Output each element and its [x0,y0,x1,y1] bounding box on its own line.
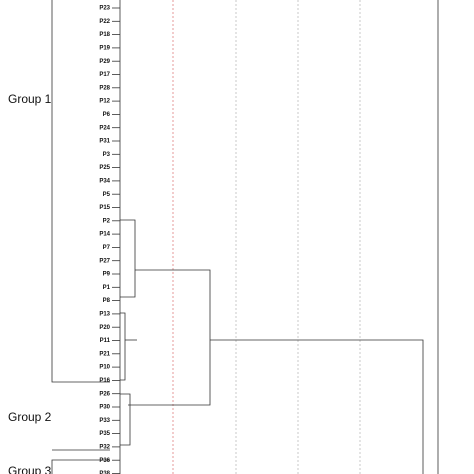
leaf-label: P36 [99,458,110,464]
leaf-label: P25 [99,165,110,171]
group-label: Group 1 [8,92,52,106]
group-label: Group 2 [8,410,52,424]
leaf-label: P31 [99,139,110,145]
leaf-label: P19 [99,45,110,51]
leaf-label: P26 [99,391,110,397]
leaf-label: P22 [99,19,110,25]
leaf-label: P27 [99,258,110,264]
leaf-label: P3 [103,152,111,158]
leaf-label: P14 [99,232,110,238]
cluster [120,312,126,381]
leaf-label: P21 [99,351,110,357]
leaf-label: P5 [103,192,111,198]
leaf-label: P29 [99,59,110,65]
leaf-label: P28 [99,85,110,91]
leaf-label: P17 [99,72,110,78]
leaf-label: P38 [99,471,110,474]
leaf-label: P23 [99,6,110,12]
leaf-label: P10 [99,365,110,371]
leaf-label: P34 [99,178,110,184]
leaf-label: P20 [99,325,110,331]
leaf-label: P32 [99,444,110,450]
leaf-label: P33 [99,418,110,424]
leaf-label: P2 [103,218,111,224]
group-bracket [51,0,110,383]
leaf-label: P12 [99,99,110,105]
leaf-label: P11 [100,338,111,344]
cluster [120,219,136,298]
leaf-label: P6 [103,112,111,118]
cluster [128,269,211,406]
group-label: Group 3 [8,464,52,474]
leaf-label: P13 [99,311,110,317]
cluster [120,393,131,446]
leaf-label: P1 [103,285,111,291]
leaf-label: P8 [103,298,111,304]
leaf-label: P15 [99,205,110,211]
leaves: P23 P22 P18 P19 P29 P17 P28 P12 P6 P24 P31 P3 P25 P34… [99,6,120,474]
cluster [210,339,424,474]
leaf-label: P9 [103,272,111,278]
leaf-label: P16 [99,378,110,384]
leaf-label: P24 [99,125,110,131]
leaf-label: P18 [99,32,110,38]
leaf-label: P35 [99,431,110,437]
leaf-label: P30 [99,405,110,411]
leaf-label: P7 [103,245,111,251]
group-bracket [51,459,110,474]
